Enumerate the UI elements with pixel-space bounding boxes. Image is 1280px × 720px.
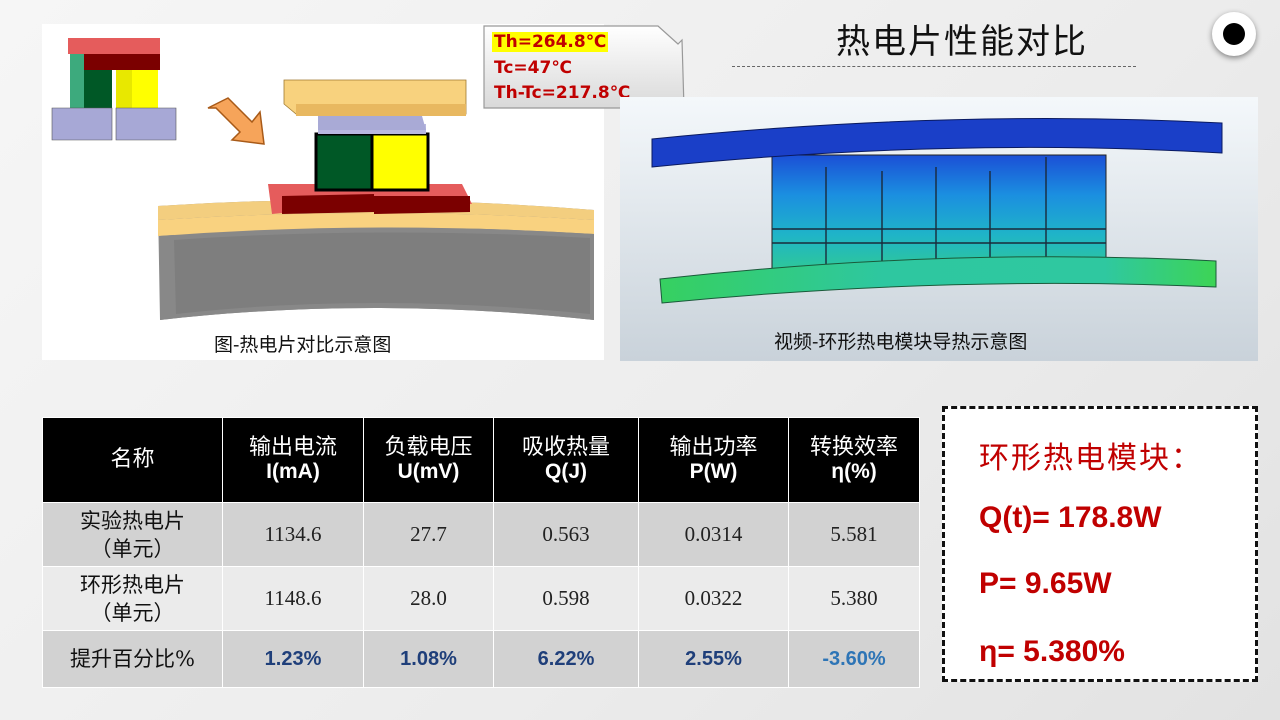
slide-title: 热电片性能对比	[836, 14, 1088, 63]
pct-current: 1.23%	[223, 631, 364, 688]
temperature-difference: Th-Tc=217.8℃	[494, 83, 630, 103]
cell-voltage: 27.7	[364, 503, 494, 567]
table-row: 环形热电片 （单元） 1148.6 28.0 0.598 0.0322 5.380	[43, 567, 920, 631]
header-power: 输出功率 P(W)	[639, 418, 789, 503]
performance-table: 名称 输出电流 I(mA) 负载电压 U(mV) 吸收热量 Q(J) 输出功率 P(W)…	[42, 417, 920, 688]
cell-power: 0.0314	[639, 503, 789, 567]
cell-voltage: 28.0	[364, 567, 494, 631]
table-row-improvement: 提升百分比% 1.23% 1.08% 6.22% 2.55% -3.60%	[43, 631, 920, 688]
left-figure-caption: 图-热电片对比示意图	[214, 330, 391, 357]
table-header-row: 名称 输出电流 I(mA) 负载电压 U(mV) 吸收热量 Q(J) 输出功率 P(W)…	[43, 418, 920, 503]
arrow-icon	[208, 98, 264, 144]
cell-heat: 0.598	[494, 567, 639, 631]
cold-temperature: Tc=47℃	[494, 58, 572, 78]
pct-efficiency: -3.60%	[789, 631, 920, 688]
module-summary-box: 环形热电模块： Q(t)= 178.8W P= 9.65W η= 5.380%	[942, 406, 1258, 682]
header-heat: 吸收热量 Q(J)	[494, 418, 639, 503]
module-power: P= 9.65W	[979, 567, 1112, 601]
header-name: 名称	[43, 418, 223, 503]
module-title: 环形热电模块：	[979, 433, 1203, 477]
header-efficiency: 转换效率 η(%)	[789, 418, 920, 503]
module-efficiency: η= 5.380%	[979, 635, 1125, 669]
row-label: 环形热电片 （单元）	[43, 567, 223, 631]
header-voltage: 负载电压 U(mV)	[364, 418, 494, 503]
pct-power: 2.55%	[639, 631, 789, 688]
right-figure-caption: 视频-环形热电模块导热示意图	[774, 327, 1027, 354]
hot-temperature: Th=264.8℃	[492, 32, 608, 52]
pct-voltage: 1.08%	[364, 631, 494, 688]
row-label: 提升百分比%	[43, 631, 223, 688]
cell-current: 1134.6	[223, 503, 364, 567]
table-row: 实验热电片 （单元） 1134.6 27.7 0.563 0.0314 5.581	[43, 503, 920, 567]
cell-efficiency: 5.380	[789, 567, 920, 631]
cell-power: 0.0322	[639, 567, 789, 631]
cell-current: 1148.6	[223, 567, 364, 631]
annular-module-simulation-figure[interactable]: 视频-环形热电模块导热示意图	[620, 97, 1258, 361]
cell-efficiency: 5.581	[789, 503, 920, 567]
cell-heat: 0.563	[494, 503, 639, 567]
row-label: 实验热电片 （单元）	[43, 503, 223, 567]
module-heat: Q(t)= 178.8W	[979, 501, 1162, 535]
pct-heat: 6.22%	[494, 631, 639, 688]
record-dot-icon[interactable]	[1212, 12, 1256, 56]
title-underline	[732, 66, 1136, 67]
small-unit-illustration	[52, 38, 176, 140]
header-current: 输出电流 I(mA)	[223, 418, 364, 503]
